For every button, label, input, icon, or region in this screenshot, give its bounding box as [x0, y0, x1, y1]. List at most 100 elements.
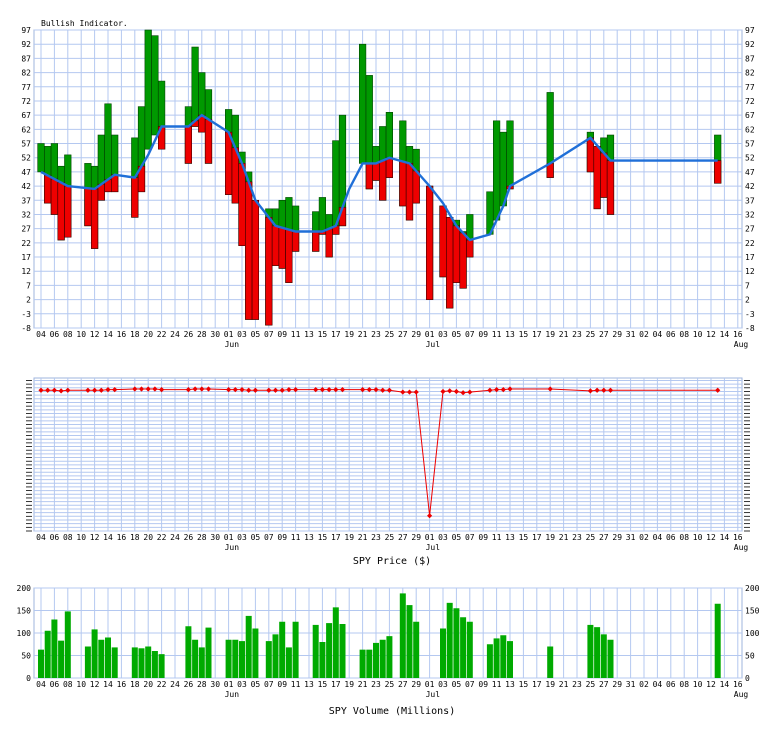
x-tick-label: 31 — [626, 330, 636, 339]
volume-bar — [198, 647, 205, 678]
y-tick-label-left: 27 — [21, 225, 31, 234]
x-tick-label: 11 — [492, 533, 502, 542]
price-point — [286, 387, 292, 393]
x-tick-label: 25 — [385, 330, 395, 339]
indicator-bar-down — [238, 163, 246, 246]
x-tick-label: 03 — [237, 533, 247, 542]
x-tick-label: 15 — [318, 680, 328, 689]
x-tick-label: 14 — [103, 330, 113, 339]
x-tick-label: 09 — [478, 330, 488, 339]
price-point — [386, 387, 392, 393]
indicator-bar — [151, 35, 159, 136]
y-tick-label-left: 62 — [21, 125, 31, 134]
x-tick-label: 09 — [277, 680, 287, 689]
y-tick-label-right: 0 — [745, 674, 750, 683]
x-tick-label: 27 — [599, 330, 609, 339]
price-point — [293, 387, 299, 393]
x-tick-label: 04 — [36, 680, 46, 689]
indicator-bar-down — [446, 217, 454, 309]
x-tick-label: 07 — [465, 330, 475, 339]
x-tick-label: 26 — [184, 680, 194, 689]
x-tick-label: 18 — [130, 330, 140, 339]
y-tick-label-left: 67 — [21, 111, 31, 120]
volume-bar — [587, 624, 594, 678]
x-tick-label: 12 — [706, 533, 716, 542]
x-tick-label: 25 — [586, 680, 596, 689]
indicator-bar-down — [57, 182, 65, 241]
price-point — [58, 388, 64, 394]
y-tick-label-right: 62 — [745, 125, 755, 134]
x-tick-label: 01 — [425, 680, 435, 689]
price-point — [145, 386, 151, 392]
month-label: Jun — [225, 340, 240, 349]
volume-bar — [406, 605, 413, 678]
price-point — [92, 387, 98, 393]
x-tick-label: 06 — [50, 680, 60, 689]
x-tick-label: 22 — [157, 533, 167, 542]
x-tick-label: 23 — [371, 680, 381, 689]
x-tick-label: 17 — [331, 330, 341, 339]
month-label: Jul — [426, 690, 441, 699]
y-tick-label-right: 12 — [745, 267, 755, 276]
x-tick-label: 15 — [519, 533, 529, 542]
x-tick-label: 16 — [117, 330, 127, 339]
x-tick-label: 08 — [63, 680, 73, 689]
moving-average-line — [40, 113, 718, 242]
y-tick-label-right: 67 — [745, 111, 755, 120]
price-point — [333, 387, 339, 393]
x-tick-label: 07 — [264, 680, 274, 689]
volume-bar — [91, 629, 98, 678]
x-tick-label: 08 — [679, 680, 689, 689]
y-tick-label-left: 42 — [21, 182, 31, 191]
volume-bar — [493, 638, 500, 678]
price-point — [447, 388, 453, 394]
volume-bar — [265, 641, 272, 678]
x-tick-label: 23 — [371, 533, 381, 542]
month-label: Jul — [426, 543, 441, 552]
month-label: Aug — [734, 340, 749, 349]
x-tick-label: 07 — [465, 533, 475, 542]
x-tick-label: 23 — [572, 680, 582, 689]
y-tick-label-left: 50 — [21, 652, 31, 661]
price-point — [500, 387, 506, 393]
price-point — [440, 388, 446, 395]
volume-bar — [51, 619, 58, 678]
indicator-bar — [499, 131, 507, 207]
x-tick-label: 03 — [237, 330, 247, 339]
x-tick-label: 22 — [157, 680, 167, 689]
indicator-bar-down — [466, 239, 474, 258]
x-tick-label: 23 — [572, 533, 582, 542]
x-tick-label: 06 — [666, 533, 676, 542]
panel-0 — [33, 29, 743, 329]
price-point — [494, 387, 500, 393]
x-tick-label: 02 — [639, 680, 649, 689]
price-point — [105, 387, 111, 393]
volume-bar — [440, 628, 446, 678]
volume-bar — [312, 624, 319, 678]
x-tick-label: 04 — [653, 680, 663, 689]
price-point — [587, 388, 593, 394]
y-tick-label-left: -8 — [21, 324, 31, 333]
y-tick-label-right: 200 — [745, 584, 760, 593]
x-tick-label: 31 — [626, 533, 636, 542]
price-point — [85, 387, 91, 393]
x-tick-label: 27 — [599, 680, 609, 689]
x-tick-label: 05 — [251, 533, 261, 542]
x-tick-label: 16 — [733, 330, 743, 339]
x-tick-label: 05 — [452, 330, 462, 339]
x-tick-label: 30 — [210, 533, 220, 542]
volume-bar — [413, 621, 420, 678]
volume-bar — [84, 646, 91, 678]
price-point — [226, 387, 232, 393]
price-point — [715, 387, 721, 393]
indicator-bar — [492, 120, 501, 221]
x-tick-label: 16 — [733, 533, 743, 542]
price-point — [112, 387, 118, 393]
x-tick-label: 23 — [371, 330, 381, 339]
price-point — [65, 387, 71, 393]
y-tick-label-right: 87 — [745, 54, 755, 63]
volume-bar — [326, 623, 333, 678]
indicator-bar-down — [439, 205, 447, 278]
y-tick-label-left: 37 — [21, 196, 31, 205]
y-tick-label-left: 100 — [17, 629, 32, 638]
